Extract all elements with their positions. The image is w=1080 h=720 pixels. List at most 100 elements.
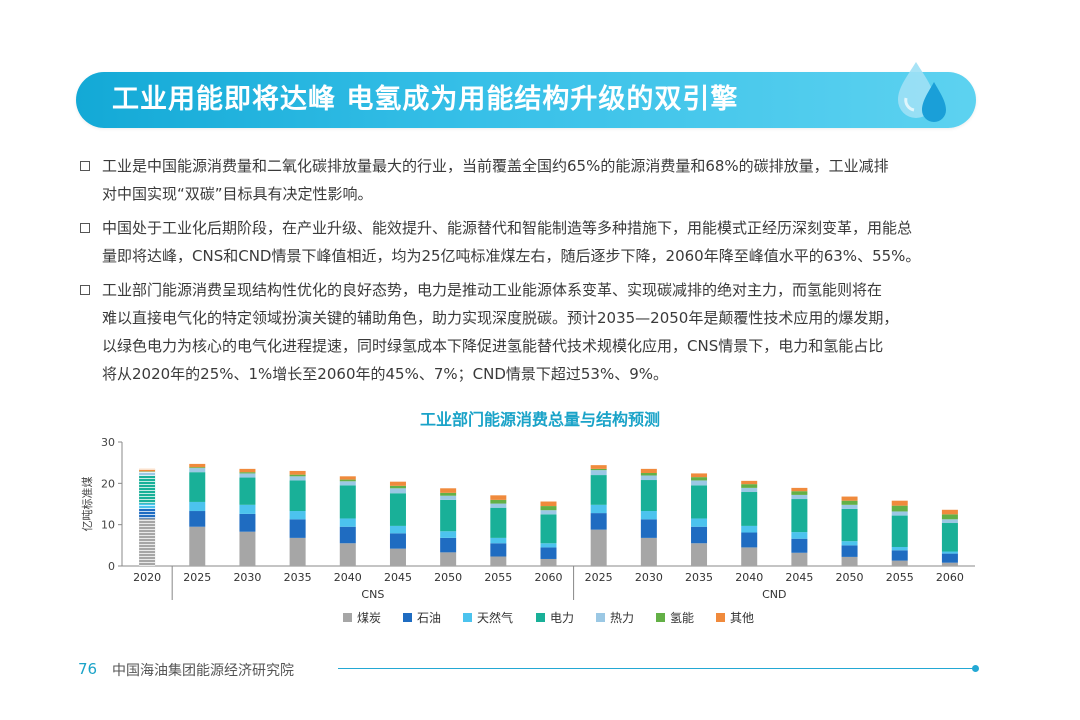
- chart-title: 工业部门能源消费总量与结构预测: [419, 410, 660, 429]
- bar-segment: [189, 511, 206, 527]
- bar-segment: [891, 505, 908, 512]
- bar-segment: [440, 537, 457, 553]
- bar-segment: [640, 511, 657, 520]
- bar-segment-hatch: [139, 475, 156, 504]
- bar-segment-hatch: [139, 518, 156, 566]
- page-title: 工业用能即将达峰 电氢成为用能结构升级的双引擎: [112, 84, 739, 115]
- bar-segment: [339, 479, 356, 482]
- bullet-1-line-1: 工业是中国能源消费量和二氧化碳排放量最大的行业，当前覆盖全国约65%的能源消费量…: [102, 157, 889, 175]
- bar-segment: [189, 468, 206, 473]
- bar-segment: [490, 499, 507, 504]
- checkbox-square-icon: [80, 223, 90, 233]
- bar-segment: [691, 473, 708, 478]
- x-tick-label: 2035: [685, 571, 713, 584]
- legend-label: 石油: [417, 611, 441, 625]
- x-tick-label: 2025: [183, 571, 211, 584]
- bar-segment: [189, 463, 206, 468]
- bar-segment: [741, 525, 758, 533]
- x-tick-label: 2045: [785, 571, 813, 584]
- bar-segment-hatch: [139, 503, 156, 509]
- title-banner: 工业用能即将达峰 电氢成为用能结构升级的双引擎: [76, 72, 976, 128]
- bar-segment: [339, 518, 356, 527]
- bar-segment: [891, 515, 908, 547]
- bar-segment: [440, 488, 457, 493]
- x-tick-label: 2060: [535, 571, 563, 584]
- bar-segment: [289, 474, 306, 477]
- bar-segment: [741, 492, 758, 526]
- legend-swatch: [343, 613, 352, 622]
- x-tick-label: 2040: [735, 571, 763, 584]
- water-drop-icon: [898, 62, 946, 122]
- x-tick-label: 2030: [635, 571, 663, 584]
- bar-segment: [590, 513, 607, 530]
- x-tick-label: 2050: [836, 571, 864, 584]
- bullet-3-line-4: 将从2020年的25%、1%增长至2060年的45%、7%；CND情景下超过53…: [102, 365, 669, 383]
- bar-segment: [540, 506, 557, 511]
- bar-segment: [691, 543, 708, 566]
- bar-segment: [841, 541, 858, 546]
- y-axis-label: 亿吨标准煤: [80, 477, 94, 532]
- bar-segment: [289, 511, 306, 520]
- bar-segment: [590, 529, 607, 566]
- bar-segment: [339, 476, 356, 480]
- bar-segment: [640, 475, 657, 481]
- bullet-3-line-2: 难以直接电气化的特定领域扮演关键的辅助角色，助力实现深度脱碳。预计2035—20…: [102, 309, 899, 327]
- group-label: CNS: [361, 588, 384, 601]
- x-tick-label: 2030: [233, 571, 261, 584]
- bar-segment: [189, 472, 206, 502]
- bar-segment-hatch: [139, 468, 156, 472]
- bar-segment: [590, 504, 607, 514]
- bar-segment: [189, 526, 206, 566]
- bar-segment: [540, 514, 557, 544]
- bar-segment: [189, 501, 206, 512]
- bar-segment: [691, 477, 708, 481]
- bar-segment: [289, 470, 306, 475]
- bar-segment: [289, 476, 306, 481]
- y-tick-label: 30: [101, 436, 115, 449]
- x-tick-label: 2035: [284, 571, 312, 584]
- bar-segment: [590, 468, 607, 471]
- bullet-2-line-2: 量即将达峰，CNS和CND情景下峰值相近，均为25亿吨标准煤左右，随后逐步下降，…: [102, 247, 921, 265]
- bar-segment: [691, 485, 708, 519]
- bar-segment-hatch: [139, 508, 156, 519]
- bar-segment: [490, 503, 507, 508]
- bar-segment: [540, 547, 557, 559]
- x-tick-label: 2020: [133, 571, 161, 584]
- legend-label: 热力: [610, 611, 634, 625]
- bar-segment: [791, 499, 808, 533]
- legend-swatch: [656, 613, 665, 622]
- bullet-1-line-2: 对中国实现“双碳”目标具有决定性影响。: [102, 185, 373, 203]
- bar-segment: [841, 545, 858, 557]
- bar-segment: [941, 519, 958, 524]
- legend-label: 氢能: [670, 610, 694, 625]
- bar-segment: [389, 533, 406, 549]
- legend-label: 其他: [730, 611, 754, 625]
- footer-dot-icon: [972, 665, 979, 672]
- bar-segment: [540, 510, 557, 515]
- bar-segment: [490, 537, 507, 544]
- bar-segment: [590, 470, 607, 476]
- bar-segment: [741, 547, 758, 566]
- x-tick-label: 2055: [484, 571, 512, 584]
- bar-segment: [189, 467, 206, 469]
- legend-swatch: [596, 613, 605, 622]
- checkbox-square-icon: [80, 285, 90, 295]
- bar-segment: [540, 501, 557, 507]
- bar-segment: [891, 546, 908, 551]
- x-tick-label: 2045: [384, 571, 412, 584]
- bar-segment: [640, 519, 657, 538]
- bar-segment: [891, 550, 908, 561]
- bar-segment: [691, 480, 708, 486]
- bar-segment: [841, 496, 858, 501]
- bar-segment-hatch: [139, 471, 156, 476]
- x-tick-label: 2060: [936, 571, 964, 584]
- y-tick-label: 10: [101, 519, 115, 532]
- bar-segment: [540, 558, 557, 566]
- group-label: CND: [762, 588, 786, 601]
- bar-segment: [941, 553, 958, 563]
- legend-label: 天然气: [477, 610, 513, 625]
- x-tick-label: 2055: [886, 571, 914, 584]
- bar-segment: [339, 481, 356, 486]
- bar-segment: [891, 560, 908, 566]
- x-tick-label: 2025: [585, 571, 613, 584]
